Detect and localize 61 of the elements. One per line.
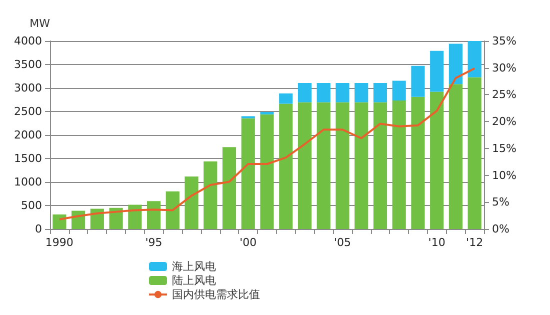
- y-tick-label: 500: [21, 199, 42, 212]
- bar: [298, 102, 312, 229]
- bar: [166, 191, 180, 229]
- bar: [392, 80, 406, 100]
- y2-tick-label: 5%: [492, 196, 510, 209]
- bar: [316, 102, 330, 229]
- y-tick-label: 4000: [14, 34, 42, 48]
- bar: [336, 82, 350, 102]
- y2-tick-label: 25%: [492, 88, 516, 102]
- bar: [468, 77, 482, 229]
- bar: [448, 44, 462, 84]
- y-tick-label: 2500: [14, 105, 42, 118]
- bar: [279, 93, 293, 104]
- bar: [392, 100, 406, 229]
- bar: [90, 208, 104, 229]
- y2-tick-label: 35%: [492, 34, 516, 48]
- bar: [52, 214, 66, 229]
- bar: [260, 114, 274, 229]
- legend-label: 海上风电: [172, 260, 216, 273]
- bar: [411, 66, 425, 97]
- y2-tick-label: 15%: [492, 142, 516, 155]
- bar: [316, 82, 330, 102]
- x-tick-label: 1990: [45, 236, 74, 249]
- x-tick-label: '10: [428, 236, 446, 249]
- bar: [336, 102, 350, 229]
- legend-label: 国内供电需求比值: [172, 288, 260, 301]
- bar: [279, 104, 293, 229]
- y2-tick-label: 20%: [492, 115, 516, 128]
- bar: [448, 84, 462, 229]
- bar: [411, 96, 425, 229]
- bar: [468, 41, 482, 78]
- line-series: [58, 67, 476, 220]
- y-tick-label: 3000: [14, 82, 42, 94]
- bar: [430, 50, 444, 92]
- bar: [260, 112, 274, 114]
- legend-label: 陆上风电: [172, 274, 216, 287]
- y2-tick-label: 30%: [492, 61, 516, 74]
- y-tick-label: 2000: [14, 128, 42, 142]
- y-axis-title: MW: [30, 17, 50, 30]
- bar: [146, 201, 161, 229]
- bar: [373, 102, 388, 229]
- y-tick-label: 1000: [14, 176, 42, 188]
- bar: [354, 102, 368, 229]
- y-tick-label: 3500: [14, 58, 42, 71]
- y2-tick-label: 10%: [492, 168, 516, 182]
- x-tick-label: '95: [145, 236, 162, 249]
- bar: [298, 82, 312, 102]
- bar: [184, 176, 198, 229]
- y-tick-label: 1500: [14, 152, 42, 165]
- y2-tick-label: 0%: [492, 222, 510, 236]
- y-tick-label: 0: [35, 222, 42, 236]
- x-tick-label: '12: [466, 236, 484, 249]
- bar: [128, 204, 142, 229]
- x-tick-label: '05: [334, 236, 351, 249]
- bar: [354, 82, 368, 102]
- bar: [373, 82, 388, 102]
- x-tick-label: '00: [240, 236, 257, 249]
- bar: [430, 92, 444, 229]
- bar: [222, 147, 236, 229]
- bar: [241, 118, 255, 229]
- bar: [204, 161, 218, 229]
